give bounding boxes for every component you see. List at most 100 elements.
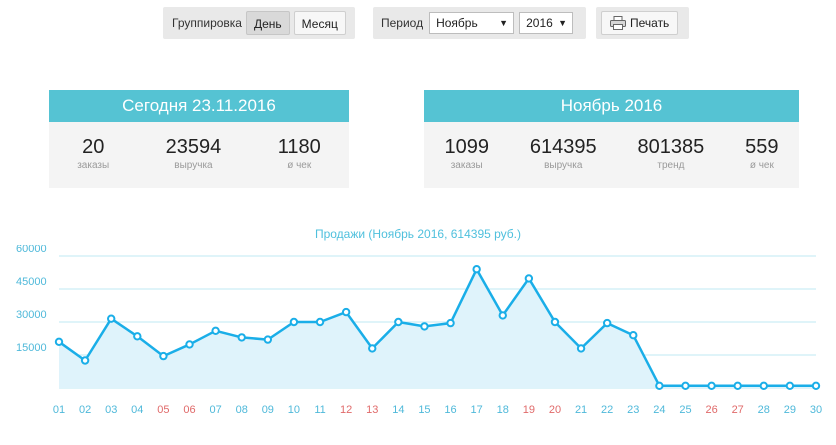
data-point[interactable] (629, 331, 638, 340)
data-point[interactable] (107, 314, 116, 323)
data-point[interactable] (159, 351, 168, 361)
x-tick-label: 29 (784, 404, 796, 416)
data-point[interactable] (498, 311, 507, 320)
x-tick-label: 05 (157, 404, 169, 416)
data-point[interactable] (655, 381, 664, 391)
series-area (59, 269, 816, 388)
x-tick-label: 14 (392, 404, 404, 416)
print-button[interactable]: Печать (601, 11, 679, 35)
x-tick-label: 16 (444, 404, 456, 416)
data-point[interactable] (602, 318, 612, 328)
stat-value: 614395 (529, 136, 597, 158)
today-summary-card: Сегодня 23.11.2016 20 заказы 23594 выруч… (49, 90, 349, 188)
data-point[interactable] (263, 335, 273, 344)
x-tick-label: 20 (549, 404, 561, 416)
data-point[interactable] (472, 265, 481, 274)
grouping-control: Группировка День Месяц (163, 7, 355, 39)
y-tick-label: 15000 (16, 342, 47, 354)
data-point[interactable] (185, 340, 194, 349)
data-point[interactable] (707, 381, 716, 391)
x-tick-label: 23 (627, 404, 639, 416)
year-select[interactable]: 2016 ▼ (519, 12, 574, 34)
stat-label: заказы (77, 160, 110, 171)
data-point[interactable] (524, 274, 534, 283)
chart-area (58, 267, 816, 388)
data-point[interactable] (80, 356, 90, 365)
x-tick-label: 01 (53, 404, 65, 416)
x-tick-label: 18 (497, 404, 509, 416)
data-point[interactable] (550, 317, 560, 327)
data-point[interactable] (576, 344, 586, 353)
month-revenue-stat: 614395 выручка (530, 136, 597, 171)
data-point[interactable] (315, 317, 325, 327)
data-point[interactable] (733, 381, 742, 391)
data-point[interactable] (446, 318, 455, 328)
print-label: Печать (630, 16, 670, 30)
data-point[interactable] (289, 317, 299, 327)
series-line (58, 267, 816, 388)
data-point[interactable] (681, 381, 690, 391)
chart-title: Продажи (Ноябрь 2016, 614395 руб.) (314, 227, 522, 241)
x-tick-label: 12 (340, 404, 352, 416)
x-tick-label: 06 (183, 404, 195, 416)
data-point[interactable] (341, 307, 351, 317)
today-avg-check-stat: 1180 ø чек (278, 136, 321, 171)
y-tick-label: 45000 (16, 276, 47, 288)
print-control: Печать (596, 7, 689, 39)
x-tick-label: 21 (575, 404, 587, 416)
x-tick-label: 27 (732, 404, 744, 416)
x-tick-label: 24 (653, 404, 665, 416)
today-orders-stat: 20 заказы (77, 136, 109, 171)
data-point[interactable] (420, 322, 429, 331)
group-by-month-button[interactable]: Месяц (293, 11, 346, 35)
data-point[interactable] (237, 333, 246, 342)
x-tick-label: 03 (105, 404, 117, 416)
sales-chart: 15000 30000 45000 60000 01 02 03 04 05 06 07 08 09 1… (16, 245, 822, 416)
data-point[interactable] (54, 337, 64, 347)
month-select[interactable]: Ноябрь ▼ (429, 12, 515, 34)
period-label: Период (381, 16, 424, 30)
month-trend-stat: 801385 тренд (638, 136, 705, 171)
x-tick-label: 15 (418, 404, 430, 416)
dropdown-arrow-icon: ▼ (499, 18, 509, 28)
stat-value: 559 (745, 136, 779, 158)
dropdown-arrow-icon: ▼ (558, 18, 568, 28)
month-select-value: Ноябрь (436, 16, 478, 30)
data-point[interactable] (133, 332, 142, 341)
data-point[interactable] (394, 317, 403, 327)
month-orders-stat: 1099 заказы (444, 136, 489, 171)
data-point[interactable] (211, 326, 220, 336)
x-axis-labels: 01 02 03 04 05 06 07 08 09 10 11 12 13 14 15 16 17 18 19 20… (53, 404, 822, 416)
data-point[interactable] (368, 344, 377, 353)
stat-label: тренд (657, 160, 685, 171)
stat-value: 1180 (277, 136, 321, 158)
chart-points (54, 265, 821, 391)
data-point[interactable] (759, 381, 768, 391)
stat-label: заказы (450, 160, 483, 171)
period-control: Период Ноябрь ▼ 2016 ▼ (373, 7, 586, 39)
x-tick-label: 26 (705, 404, 717, 416)
data-point[interactable] (785, 381, 795, 391)
stat-value: 20 (82, 136, 105, 158)
printer-icon (610, 16, 626, 30)
y-tick-label: 30000 (16, 309, 47, 321)
x-tick-label: 28 (758, 404, 770, 416)
x-tick-label: 09 (262, 404, 274, 416)
stat-value: 801385 (637, 136, 705, 158)
stat-label: выручка (544, 160, 583, 171)
x-tick-label: 30 (810, 404, 822, 416)
group-by-day-button[interactable]: День (245, 11, 290, 35)
month-summary-card: Ноябрь 2016 1099 заказы 614395 выручка 8… (424, 90, 799, 188)
x-tick-label: 13 (366, 404, 378, 416)
month-card-title: Ноябрь 2016 (424, 90, 799, 122)
x-tick-label: 08 (236, 404, 248, 416)
x-tick-label: 04 (131, 404, 143, 416)
stat-label: ø чек (749, 160, 774, 171)
stat-value: 1099 (444, 136, 489, 158)
year-select-value: 2016 (526, 16, 553, 30)
x-tick-label: 19 (523, 404, 535, 416)
stat-label: ø чек (287, 160, 312, 171)
x-tick-label: 22 (601, 404, 613, 416)
grouping-label: Группировка (172, 16, 242, 30)
data-point[interactable] (811, 381, 821, 391)
